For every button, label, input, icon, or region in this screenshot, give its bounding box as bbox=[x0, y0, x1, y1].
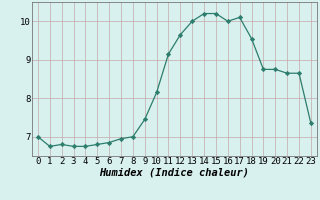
X-axis label: Humidex (Indice chaleur): Humidex (Indice chaleur) bbox=[100, 168, 249, 178]
